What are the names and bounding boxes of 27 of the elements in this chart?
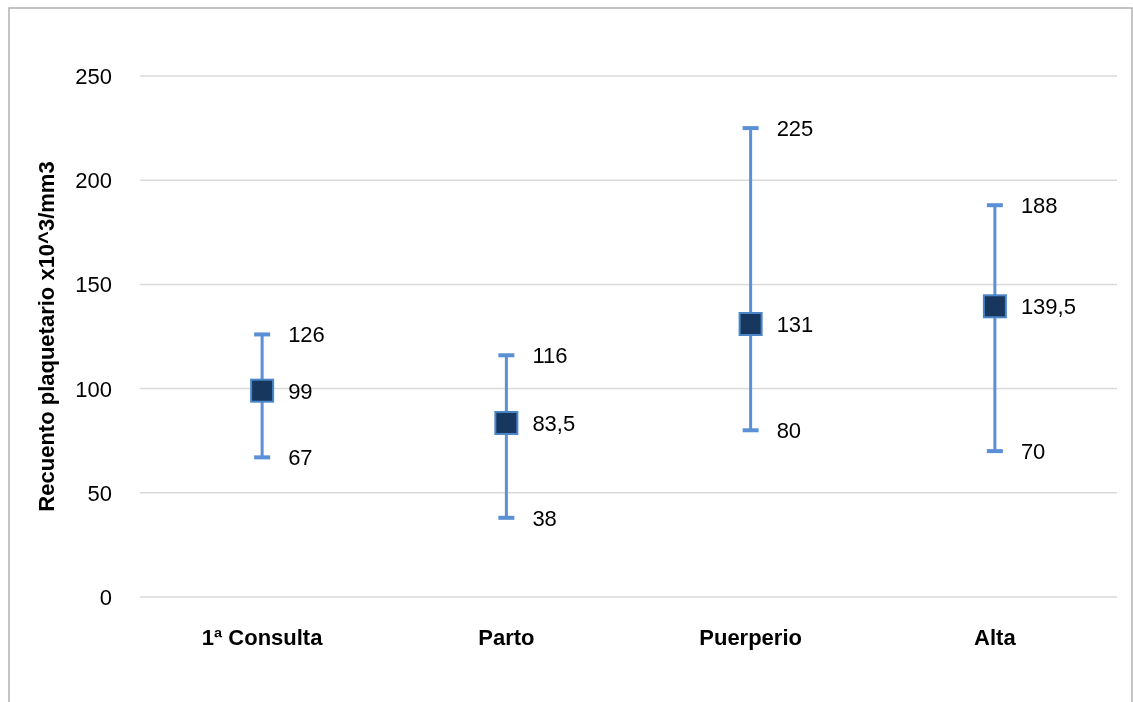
annotation: 188: [1020, 193, 1058, 219]
data-label: 83,5: [532, 410, 576, 436]
x-tick-label: Alta: [974, 625, 1017, 650]
annotation: 225: [776, 116, 814, 142]
y-tick-label: 0: [99, 585, 112, 610]
annotation: 67: [288, 445, 313, 471]
x-tick-label: Parto: [478, 625, 535, 650]
annotation: 70: [1020, 439, 1046, 465]
y-tick-label: 50: [87, 480, 112, 506]
annotation: 38: [532, 505, 557, 531]
y-axis-title: Recuento plaquetario x10^3/mm3: [34, 161, 59, 512]
x-tick-label: Puerperio: [699, 625, 802, 650]
data-label: 139,5: [1020, 294, 1076, 320]
data-label: 131: [776, 312, 814, 337]
annotation: 126: [288, 322, 325, 348]
annotation: 116: [532, 343, 568, 369]
y-tick-label: 100: [75, 376, 112, 402]
point: [738, 312, 763, 336]
y-tick-label: 200: [75, 168, 112, 194]
point: [982, 294, 1007, 319]
annotation: 80: [776, 418, 802, 444]
y-tick-label: 150: [75, 272, 112, 298]
x-tick-label: 1ª Consulta: [201, 625, 324, 650]
y-tick-label: 250: [75, 64, 112, 89]
point: [494, 410, 519, 435]
point: [250, 378, 275, 403]
data-label: 99: [288, 378, 313, 404]
